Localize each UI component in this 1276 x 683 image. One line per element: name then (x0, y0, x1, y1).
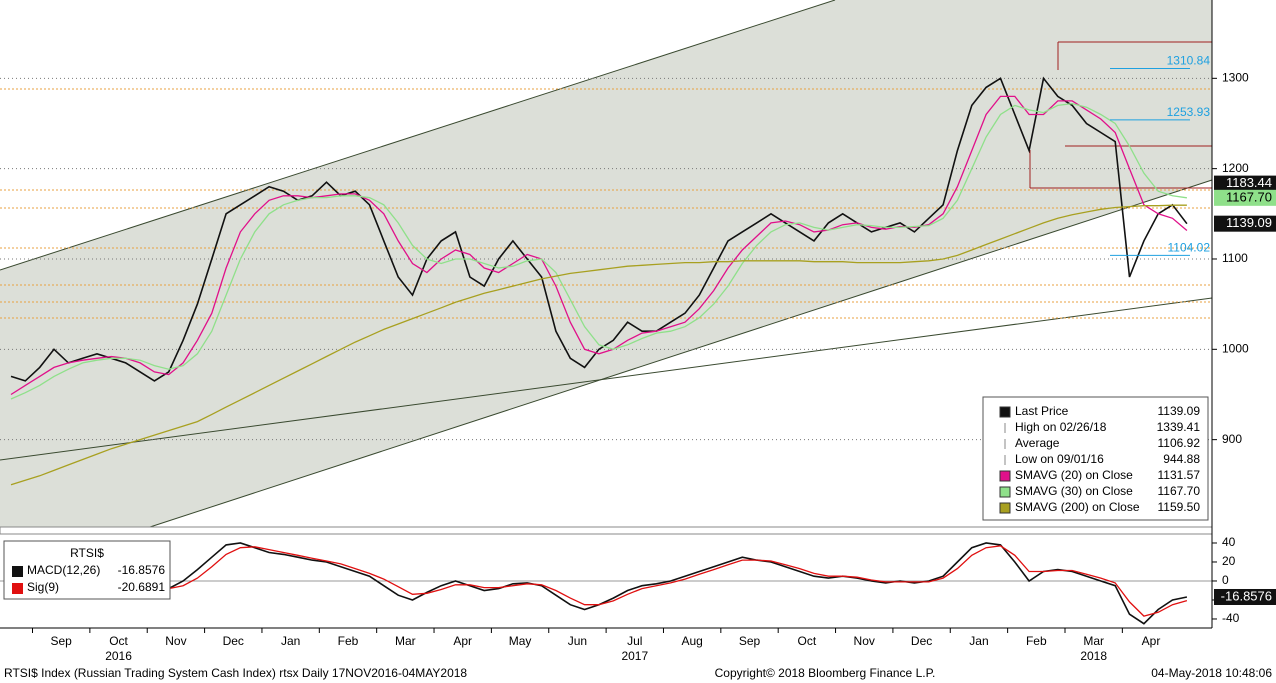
legend-value: 1139.09 (1158, 404, 1201, 418)
value-box (1214, 189, 1276, 206)
legend-swatch (12, 566, 23, 577)
series-line (10, 102, 1187, 400)
legend-value: 1339.41 (1157, 420, 1201, 434)
legend-label: Average (1015, 436, 1060, 450)
legend-value: 1131.57 (1158, 468, 1201, 482)
y-tick-label: 1000 (1222, 341, 1249, 355)
x-tick-label: Jan (281, 634, 300, 648)
legend-value: -20.6891 (118, 580, 166, 594)
x-year-label: 2017 (621, 649, 648, 663)
macd-legend: RTSI$ MACD(12,26) -16.8576 Sig(9) -20.6891 (3, 540, 171, 600)
x-tick-label: Jun (568, 634, 587, 648)
x-tick-label: Mar (1083, 634, 1104, 648)
x-year-label: 2018 (1080, 649, 1107, 663)
x-tick-label: Apr (1142, 634, 1161, 648)
value-box-label: 1167.70 (1226, 189, 1272, 204)
legend-swatch (999, 406, 1011, 418)
legend-value: 1159.50 (1158, 500, 1201, 514)
y-tick-label: 0 (1222, 573, 1229, 587)
series-line (10, 545, 1188, 617)
annotation-label: 1253.93 (1167, 105, 1211, 119)
series-line (10, 76, 1188, 382)
x-tick-label: Dec (911, 634, 932, 648)
channel-lower (149, 179, 1213, 528)
value-box (1214, 588, 1276, 605)
legend-swatch (999, 502, 1011, 514)
x-tick-label: Jan (969, 634, 988, 648)
legend-swatch (12, 583, 23, 594)
x-tick-label: May (509, 634, 532, 648)
trend-line (0, 297, 1213, 461)
x-tick-label: Nov (854, 634, 875, 648)
legend: Last Price 1139.09 High on 02/26/18 1339.41… (982, 396, 1209, 521)
x-year-label: 2016 (105, 649, 132, 663)
x-tick-label: Jul (627, 634, 642, 648)
footer-left: RTSI$ Index (Russian Trading System Cash… (4, 666, 467, 680)
legend-value: 944.88 (1163, 452, 1200, 466)
legend-label: MACD(12,26) (27, 563, 100, 577)
price-panel: 1310.84 1253.93 1104.02 (0, 54, 1212, 486)
legend-value: 1106.92 (1158, 436, 1201, 450)
series-line (10, 95, 1188, 396)
x-tick-label: Sep (51, 634, 73, 648)
y-tick-label: 20 (1222, 554, 1236, 568)
x-tick-label: Apr (453, 634, 472, 648)
y-tick-label: 40 (1222, 535, 1236, 549)
x-tick-label: Sep (739, 634, 761, 648)
legend-label: Last Price (1015, 404, 1069, 418)
legend-label: Sig(9) (27, 580, 59, 594)
x-tick-label: Nov (165, 634, 186, 648)
value-box-label: -16.8576 (1221, 588, 1272, 603)
channel (0, 0, 1212, 527)
x-tick-label: Feb (1026, 634, 1047, 648)
channel-upper (0, 0, 836, 271)
value-box-label: 1183.44 (1226, 175, 1272, 190)
level-lines (0, 88, 1212, 319)
legend-value: -16.8576 (118, 563, 166, 577)
legend-value: 1167.70 (1158, 484, 1201, 498)
legend-label: SMAVG (20) on Close (1015, 468, 1133, 482)
y-tick-label: 1100 (1222, 251, 1248, 265)
x-tick-label: Dec (223, 634, 244, 648)
series-line (10, 204, 1187, 486)
y-tick-label: 900 (1222, 432, 1242, 446)
x-tick-label: Aug (681, 634, 702, 648)
y-tick-label: 1200 (1222, 161, 1249, 175)
fib-boxes (1029, 41, 1212, 189)
footer-center: Copyright© 2018 Bloomberg Finance L.P. (715, 666, 936, 680)
footer-right: 04-May-2018 10:48:06 (1151, 666, 1272, 680)
panel-separator (0, 526, 1213, 535)
value-box-label: 1139.09 (1226, 215, 1272, 230)
y-tick-label: -40 (1222, 611, 1240, 625)
legend-swatch (999, 486, 1011, 498)
y-tick-label: 1300 (1222, 70, 1249, 84)
x-tick-label: Feb (338, 634, 359, 648)
value-box (1214, 215, 1276, 232)
macd-panel (0, 542, 1212, 625)
x-tick-label: Oct (798, 634, 817, 648)
legend-label: SMAVG (200) on Close (1015, 500, 1140, 514)
legend-label: SMAVG (30) on Close (1015, 484, 1133, 498)
value-box (1214, 175, 1276, 192)
macd-title: RTSI$ (70, 546, 104, 560)
legend-label: High on 02/26/18 (1015, 420, 1107, 434)
legend-label: Low on 09/01/16 (1015, 452, 1104, 466)
annotation-label: 1310.84 (1167, 54, 1211, 68)
x-tick-label: Mar (395, 634, 416, 648)
legend-swatch (999, 470, 1011, 482)
x-tick-label: Oct (109, 634, 128, 648)
annotation-label: 1104.02 (1168, 241, 1211, 255)
